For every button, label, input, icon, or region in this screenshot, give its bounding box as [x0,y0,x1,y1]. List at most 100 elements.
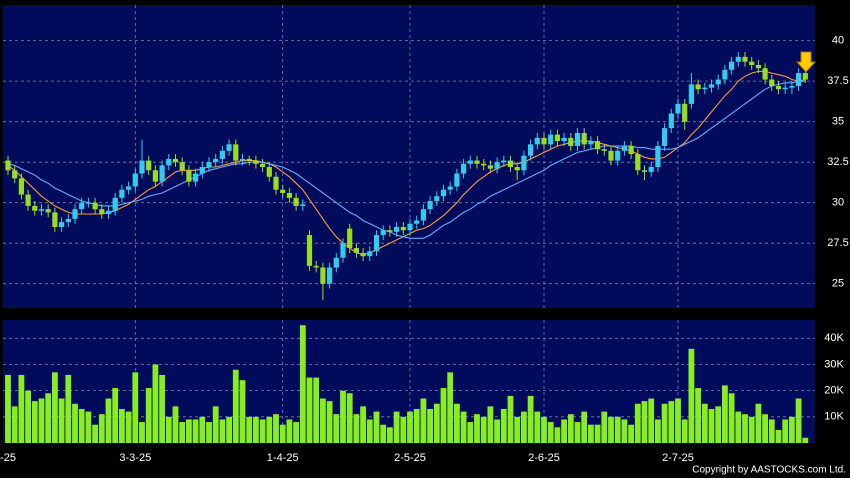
volume-bar [661,403,668,443]
volume-bar [11,406,18,443]
volume-bar [447,372,454,443]
volume-bar [78,408,85,443]
candle-body [534,137,540,145]
candle-body [193,173,199,182]
volume-bar [768,419,775,443]
volume-bar [782,419,789,443]
volume-bar [742,414,748,443]
candle-body [749,61,755,65]
x-tick-label: 2-6-25 [528,452,560,464]
volume-bar [474,414,480,443]
volume-bar [353,414,360,443]
candle-body [333,257,339,268]
volume-bar [480,416,487,443]
volume-bar [467,422,474,443]
candle-body [434,196,440,202]
candle-body [79,202,85,210]
v-tick-label: 30K [824,358,844,370]
v-tick-label: 20K [824,385,844,397]
volume-bar [440,388,447,443]
candle-body [293,197,299,206]
candle-body [574,133,581,146]
candle-body [789,86,795,88]
volume-bar [380,424,387,443]
volume-bar [581,411,588,443]
candle-body [105,210,112,215]
candle-body [112,197,118,211]
candle-body [621,145,627,151]
candle-body [528,144,534,156]
candle-body [548,134,554,145]
volume-bar [18,374,25,443]
volume-bar [239,380,246,443]
candle-body [387,230,393,232]
candle-body [521,155,527,171]
candle-body [407,223,413,231]
volume-bar [206,422,212,443]
candle-body [146,160,152,171]
candle-body [320,267,326,284]
volume-bar [722,385,728,443]
candle-body [427,201,433,210]
volume-bars [5,325,809,443]
candle-body [668,113,674,129]
volume-bar [313,377,320,443]
volume-bar [427,408,433,443]
volume-bar [393,411,400,443]
price-panel [3,5,815,308]
volume-bar [340,390,346,443]
candle-body [300,204,306,206]
candle-body [306,235,313,266]
candle-body [481,163,487,166]
volume-bar [387,427,393,443]
candle-body [226,144,232,151]
candle-body [769,79,775,87]
volume-bar [594,424,601,443]
volume-bar [701,403,708,443]
volume-bar [159,374,165,443]
candle-body [85,202,91,204]
candle-body [239,158,246,161]
volume-bar [554,427,561,443]
candle-body [65,218,71,223]
candle-body [474,160,480,164]
volume-bar [119,408,125,443]
volume-bar [132,372,139,443]
volume-bar [574,422,581,443]
volume-bar [588,424,594,443]
volume-bar [320,398,326,443]
volume-bar [145,388,152,443]
volume-bar [85,411,92,443]
volume-bar [165,416,172,443]
volume-bar [199,416,206,443]
candle-body [246,158,252,161]
candle-body [655,145,661,168]
candle-body [675,103,681,114]
candle-body [782,87,788,90]
volume-bar [326,401,333,443]
candle-body [682,103,688,122]
candle-body [186,170,192,182]
candle-body [595,141,601,150]
candle-body [99,209,105,215]
candle-body [400,226,406,231]
volume-bar [534,411,541,443]
volume-bar [65,374,72,443]
candle-body [45,209,51,213]
y-tick-label: 37.5 [827,75,848,87]
candle-body [18,178,24,195]
volume-bar [762,414,768,443]
volume-bar [98,414,105,443]
volume-bar [112,388,119,443]
volume-bar [420,398,427,443]
volume-bar [226,416,232,443]
candle-body [280,189,286,193]
candle-body [507,160,514,168]
candle-body [501,160,507,163]
volume-bar [802,437,809,443]
candle-body [568,137,574,146]
candle-body [742,56,748,62]
candle-body [601,149,607,151]
candle-body [327,267,333,284]
